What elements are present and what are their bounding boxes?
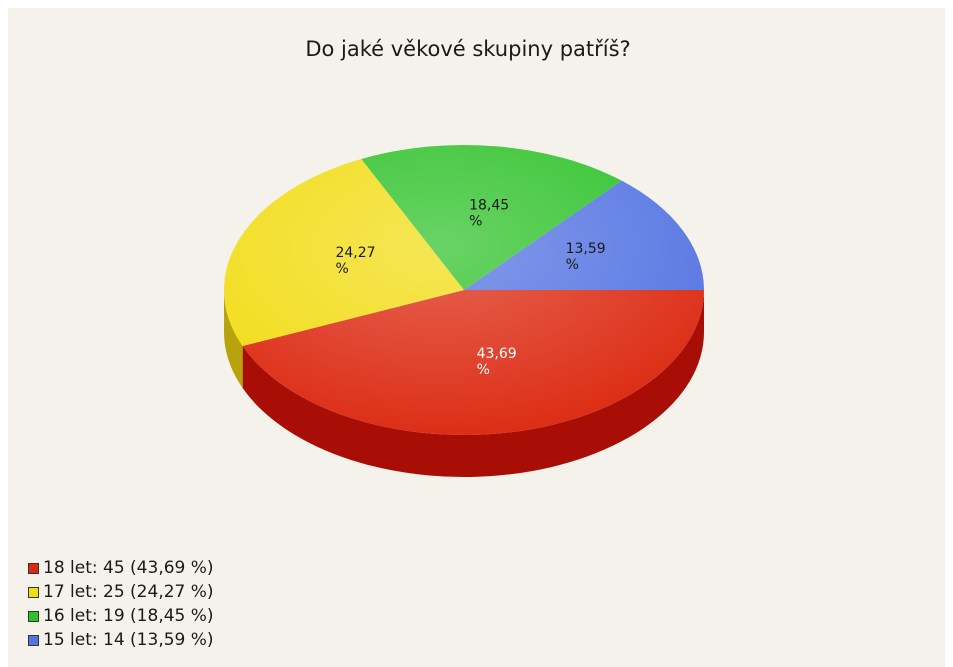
pie-labels: 43,69%24,27%18,45%13,59% <box>335 197 605 378</box>
slice-label-percent-0: % <box>477 362 490 378</box>
pie-gloss <box>224 145 704 435</box>
legend-label: 15 let: 14 (13,59 %) <box>43 630 214 650</box>
legend-swatch-15-let <box>28 634 39 646</box>
slice-label-percent-2: % <box>469 213 482 229</box>
legend-item-16-let: 16 let: 19 (18,45 %) <box>28 604 214 628</box>
legend-swatch-18-let <box>28 562 39 574</box>
slice-label-percent-1: % <box>335 261 348 277</box>
slice-label-0: 43,69 <box>477 346 517 362</box>
legend: 18 let: 45 (43,69 %) 17 let: 25 (24,27 %… <box>28 556 214 652</box>
legend-label: 16 let: 19 (18,45 %) <box>43 606 214 626</box>
chart-title: Do jaké věkové skupiny patříš? <box>305 37 630 61</box>
pie-slices <box>223 144 704 436</box>
legend-item-17-let: 17 let: 25 (24,27 %) <box>28 580 214 604</box>
legend-swatch-17-let <box>28 586 39 598</box>
pie-sides <box>223 290 704 478</box>
slice-label-percent-3: % <box>566 257 579 273</box>
slice-label-3: 13,59 <box>566 241 606 257</box>
pie-side-0 <box>242 290 704 478</box>
legend-item-15-let: 15 let: 14 (13,59 %) <box>28 628 214 652</box>
legend-swatch-16-let <box>28 610 39 622</box>
legend-label: 18 let: 45 (43,69 %) <box>43 558 214 578</box>
legend-label: 17 let: 25 (24,27 %) <box>43 582 214 602</box>
pie-side-1 <box>223 290 243 388</box>
chart-panel: Do jaké věkové skupiny patříš? 43,69% 24,… <box>8 8 945 667</box>
legend-item-18-let: 18 let: 45 (43,69 %) <box>28 556 214 580</box>
slice-label-1: 24,27 <box>335 245 375 261</box>
pie-chart: Do jaké věkové skupiny patříš? 43,69%24,… <box>223 37 704 478</box>
slice-label-2: 18,45 <box>469 197 509 213</box>
